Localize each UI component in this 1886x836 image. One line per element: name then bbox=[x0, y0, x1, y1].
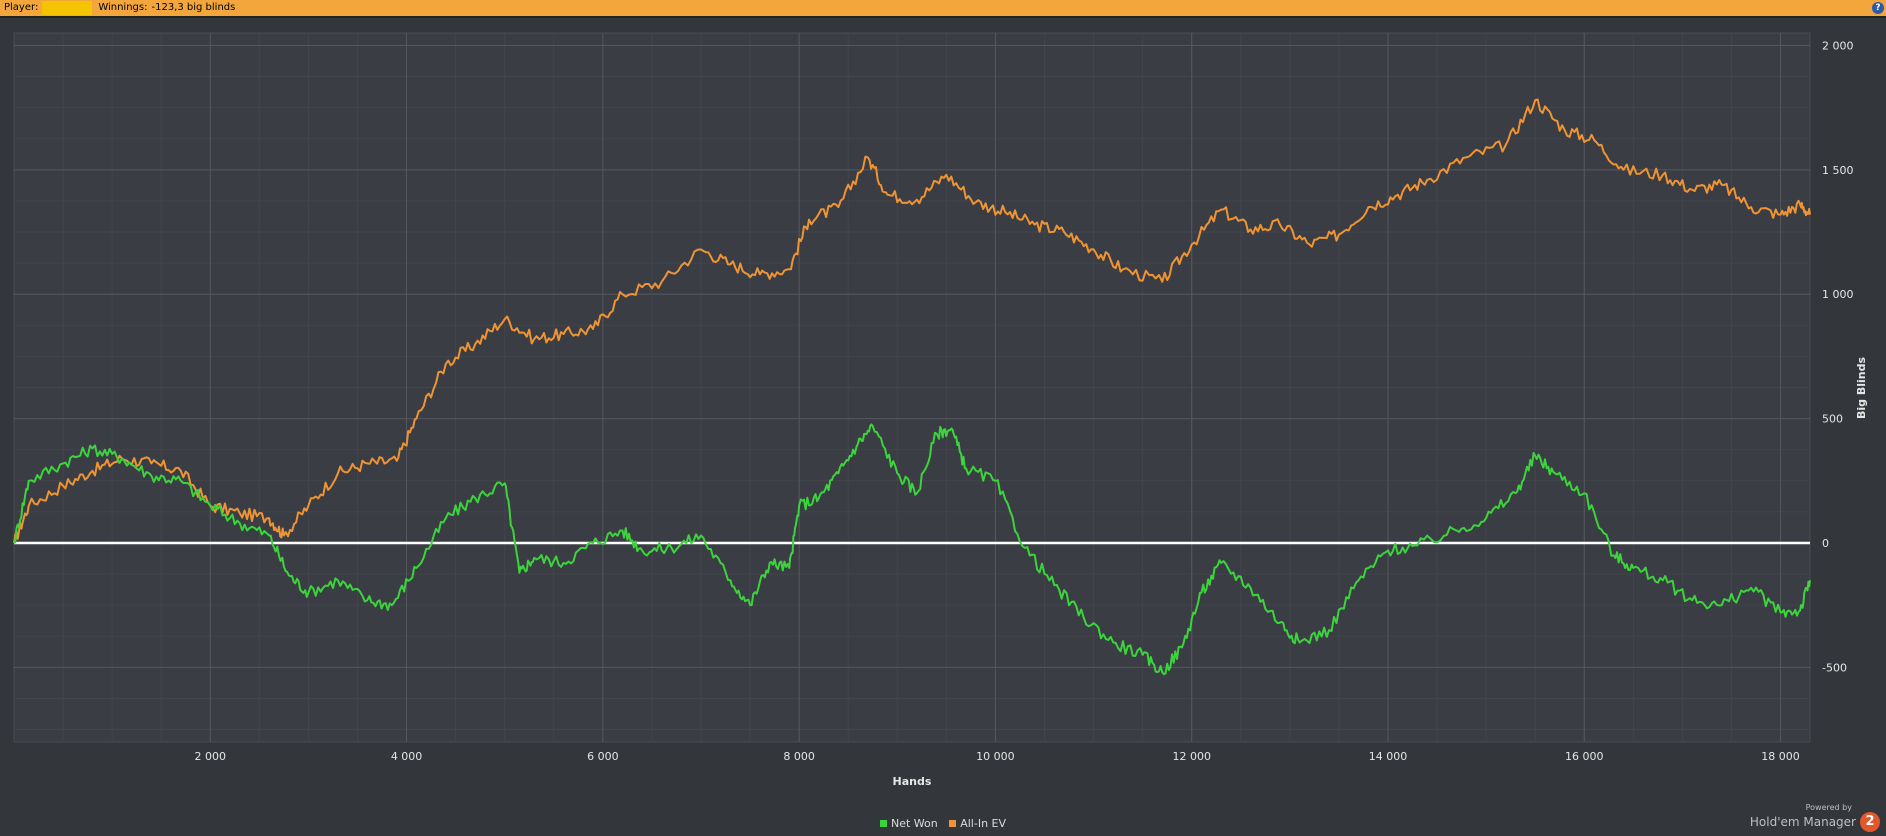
top-bar: Player: Winnings: -123,3 big blinds ? bbox=[0, 0, 1886, 16]
y-axis: 2 000 1 500 1 000 500 0 -500 bbox=[1822, 39, 1854, 674]
chart-legend: Net Won All-In EV bbox=[0, 817, 1886, 830]
x-tick-label: 2 000 bbox=[195, 750, 227, 763]
header-divider bbox=[0, 16, 1886, 18]
x-tick-label: 6 000 bbox=[587, 750, 619, 763]
y-tick-label: 2 000 bbox=[1822, 39, 1854, 52]
x-tick-label: 4 000 bbox=[391, 750, 423, 763]
x-tick-label: 8 000 bbox=[783, 750, 815, 763]
player-label: Player: bbox=[4, 2, 39, 13]
brand-name: Hold'em Manager bbox=[1749, 815, 1856, 829]
legend-label-allin-ev: All-In EV bbox=[960, 817, 1007, 830]
winnings-value: -123,3 big blinds bbox=[151, 2, 236, 13]
x-axis: 2 000 4 000 6 000 8 000 10 000 12 000 14 000 16… bbox=[195, 750, 1800, 763]
x-tick-label: 14 000 bbox=[1369, 750, 1408, 763]
x-tick-label: 12 000 bbox=[1172, 750, 1211, 763]
y-axis-label: Big Blinds bbox=[1855, 357, 1868, 419]
player-selector[interactable] bbox=[42, 1, 93, 15]
legend-item-allin-ev[interactable]: All-In EV bbox=[949, 817, 1006, 830]
x-tick-label: 18 000 bbox=[1761, 750, 1800, 763]
powered-by-badge: Powered by Hold'em Manager 2 bbox=[1750, 803, 1880, 832]
help-icon[interactable]: ? bbox=[1872, 2, 1884, 14]
series-line-net-won bbox=[13, 423, 1811, 676]
net-won-swatch bbox=[879, 820, 887, 827]
y-tick-label: 0 bbox=[1822, 537, 1829, 550]
y-tick-label: 500 bbox=[1822, 413, 1843, 426]
allin-ev-swatch bbox=[949, 820, 957, 827]
x-axis-label: Hands bbox=[893, 775, 932, 788]
legend-item-net-won[interactable]: Net Won bbox=[879, 817, 938, 830]
x-tick-label: 16 000 bbox=[1565, 750, 1604, 763]
y-tick-label: 1 500 bbox=[1822, 164, 1854, 177]
powered-by-text: Powered by bbox=[1805, 803, 1852, 812]
series-line-all-in-ev bbox=[13, 98, 1811, 544]
x-tick-label: 10 000 bbox=[976, 750, 1015, 763]
series-layer bbox=[13, 98, 1811, 676]
legend-label-net-won: Net Won bbox=[890, 817, 938, 830]
y-tick-label: -500 bbox=[1822, 661, 1847, 674]
winnings-label: Winnings: bbox=[98, 2, 148, 13]
y-tick-label: 1 000 bbox=[1822, 288, 1854, 301]
hem-logo-icon: 2 bbox=[1860, 812, 1880, 832]
